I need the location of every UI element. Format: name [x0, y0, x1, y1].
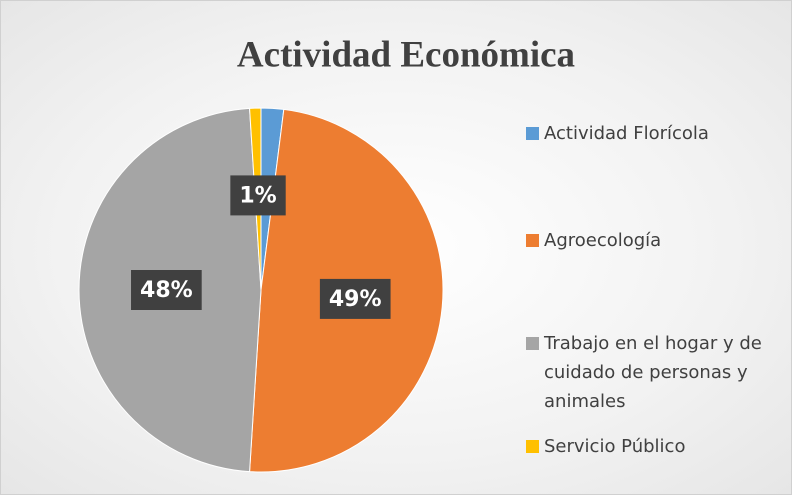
legend-item: Agroecología — [526, 226, 766, 255]
data-label-text: 1% — [239, 183, 276, 208]
legend-swatch — [526, 127, 539, 140]
data-label-box — [230, 175, 286, 216]
legend-label: Actividad Florícola — [544, 123, 709, 144]
data-label: 48% — [131, 270, 202, 310]
legend-swatch — [526, 234, 539, 247]
data-label-text: 48% — [140, 278, 193, 303]
legend-swatch — [526, 440, 539, 453]
legend-label: Servicio Público — [544, 436, 686, 457]
legend-swatch — [526, 337, 539, 350]
legend-item: Servicio Público — [526, 432, 766, 461]
legend-label: Agroecología — [544, 230, 662, 251]
data-label: 1% — [230, 175, 286, 216]
data-label-box — [319, 278, 391, 319]
data-label: 49% — [319, 278, 391, 319]
data-label-box — [131, 270, 202, 310]
legend-label: Trabajo en el hogar y de cuidado de pers… — [544, 333, 762, 412]
legend-item: Trabajo en el hogar y de cuidado de pers… — [526, 329, 766, 416]
data-label-text: 49% — [329, 287, 382, 312]
legend-item: Actividad Florícola — [526, 119, 766, 148]
chart-title: Actividad Económica — [237, 34, 575, 75]
